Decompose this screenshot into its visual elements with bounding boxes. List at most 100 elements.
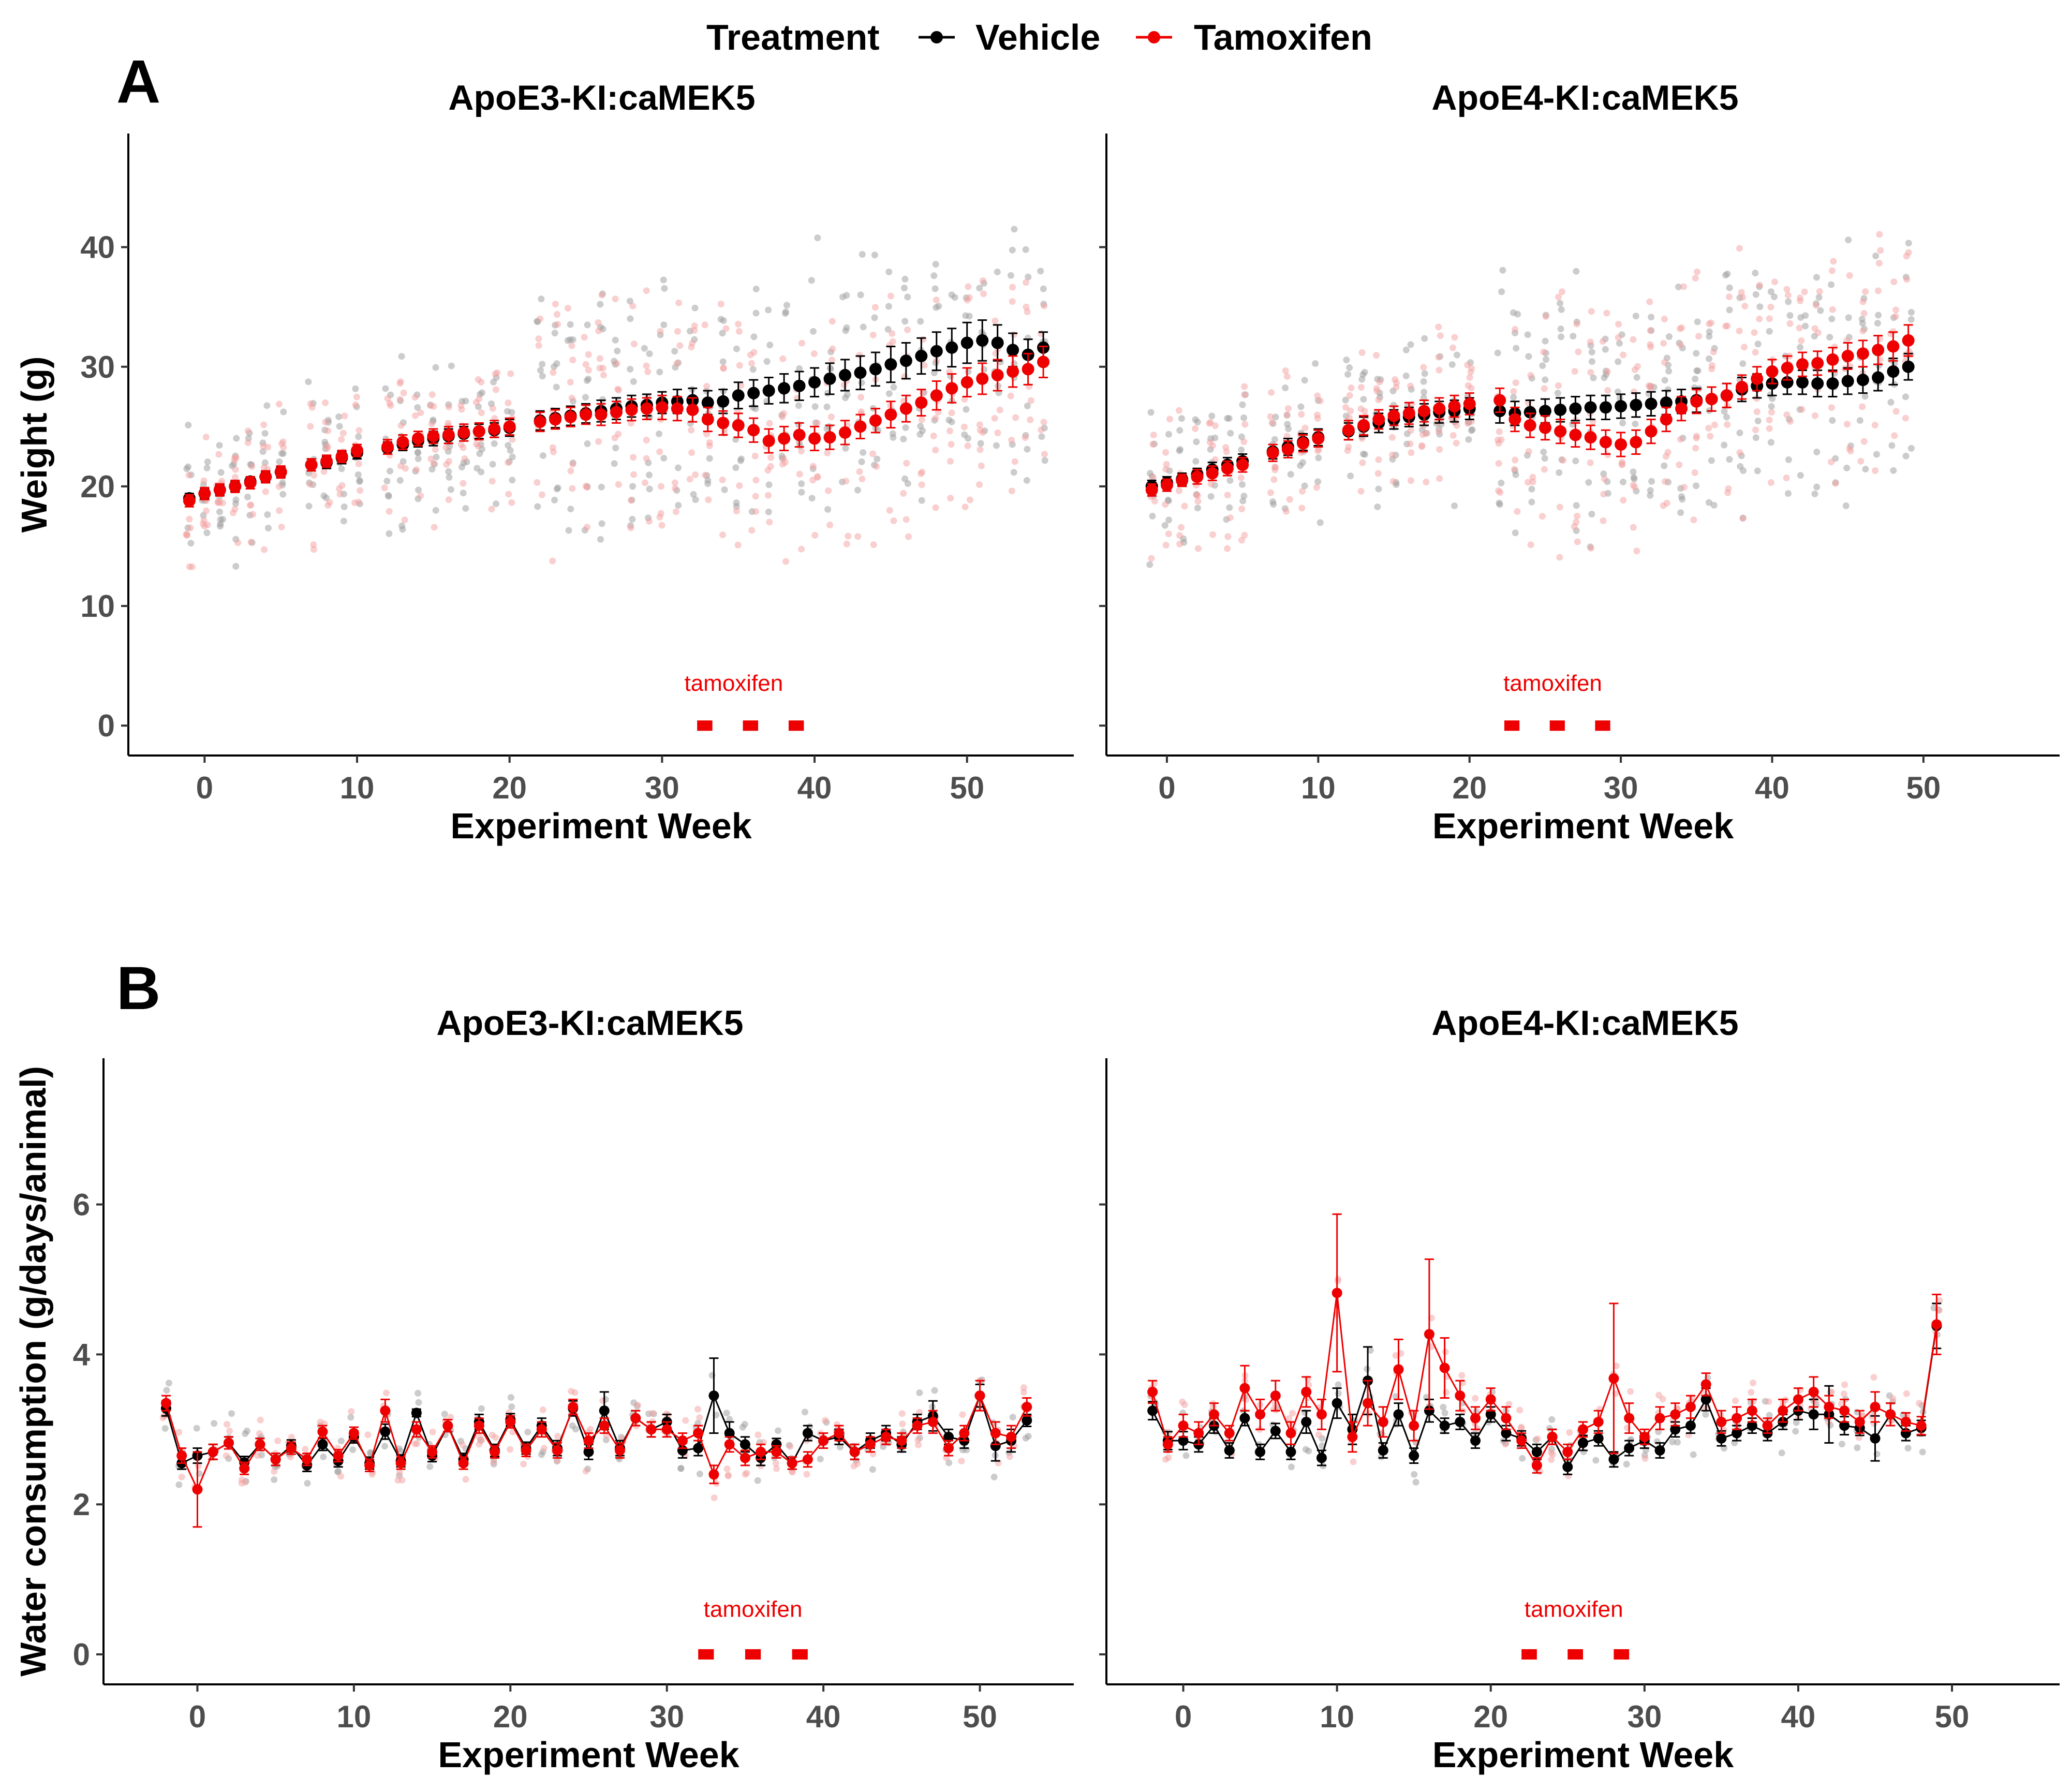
individual-point <box>798 545 805 553</box>
individual-point <box>1151 497 1158 505</box>
mean-point <box>976 334 989 347</box>
individual-point <box>397 422 405 429</box>
individual-point <box>304 1479 311 1487</box>
individual-point <box>890 517 897 524</box>
individual-point <box>427 455 435 463</box>
individual-point <box>1648 478 1655 485</box>
individual-point <box>505 442 512 449</box>
mean-point <box>488 422 501 435</box>
individual-point <box>627 315 634 322</box>
individual-point <box>1601 475 1608 482</box>
individual-point <box>993 442 1000 449</box>
mean-point <box>505 1416 516 1427</box>
individual-point <box>671 479 678 486</box>
individual-point <box>552 301 559 308</box>
individual-point <box>933 297 940 304</box>
individual-point <box>901 318 909 325</box>
individual-point <box>629 483 636 490</box>
individual-point <box>216 442 223 449</box>
mean-point <box>1839 1405 1850 1416</box>
individual-point <box>630 471 637 478</box>
individual-point <box>596 355 603 362</box>
individual-point <box>810 350 818 358</box>
individual-point <box>584 321 591 329</box>
mean-point <box>1266 447 1279 460</box>
individual-point <box>1859 328 1867 335</box>
individual-point <box>1630 524 1637 531</box>
individual-point <box>569 461 576 468</box>
individual-point <box>1669 1439 1676 1446</box>
mean-point <box>945 382 958 395</box>
mean-point <box>317 1439 328 1450</box>
individual-point <box>1740 467 1747 475</box>
individual-point <box>857 291 864 299</box>
mean-point <box>595 408 608 421</box>
mean-point <box>1455 1390 1466 1401</box>
individual-point <box>287 1454 294 1461</box>
individual-point <box>1209 531 1217 538</box>
individual-point <box>1238 537 1246 544</box>
individual-point <box>261 430 269 437</box>
individual-point <box>827 413 835 421</box>
x-tick-label: 0 <box>196 771 213 805</box>
individual-point <box>1903 1390 1910 1397</box>
individual-point <box>1846 272 1853 279</box>
x-tick-label: 40 <box>1781 1699 1816 1734</box>
individual-point <box>1615 334 1622 341</box>
individual-point <box>1741 344 1748 351</box>
individual-point <box>643 362 650 369</box>
individual-point <box>1335 1390 1342 1397</box>
mean-point <box>1700 1394 1711 1405</box>
individual-point <box>540 1445 548 1452</box>
individual-point <box>216 523 224 530</box>
individual-point <box>1541 385 1548 392</box>
mean-point <box>1221 462 1234 475</box>
individual-point <box>1148 555 1155 562</box>
mean-point <box>661 1424 672 1435</box>
individual-point <box>1528 485 1535 493</box>
individual-point <box>1407 440 1414 448</box>
mean-point <box>583 1435 594 1446</box>
individual-point <box>462 397 469 405</box>
individual-point <box>507 1446 514 1453</box>
individual-point <box>1510 394 1517 401</box>
individual-point <box>599 364 606 372</box>
individual-point <box>976 421 983 428</box>
individual-point <box>203 529 211 537</box>
individual-point <box>722 325 730 332</box>
mean-point <box>536 1424 547 1435</box>
mean-point <box>823 372 836 385</box>
individual-point <box>1510 388 1517 395</box>
individual-point <box>582 361 589 368</box>
individual-point <box>1527 541 1534 549</box>
individual-point <box>1495 460 1502 467</box>
individual-point <box>1666 333 1673 340</box>
individual-point <box>1527 372 1534 379</box>
mean-point <box>724 1428 735 1439</box>
mean-point <box>320 455 333 468</box>
individual-point <box>431 524 438 531</box>
individual-point <box>842 445 849 452</box>
mean-point <box>244 476 257 489</box>
individual-point <box>351 499 358 507</box>
individual-point <box>1739 360 1747 367</box>
mean-point <box>1931 1319 1942 1330</box>
individual-point <box>1557 300 1564 307</box>
mean-point <box>1178 1420 1189 1431</box>
individual-point <box>1224 545 1231 552</box>
mean-point <box>717 417 730 430</box>
individual-point <box>1440 1403 1447 1411</box>
x-tick-label: 50 <box>963 1699 997 1734</box>
individual-point <box>692 471 699 479</box>
individual-point <box>597 301 604 308</box>
individual-point <box>1301 377 1308 384</box>
mean-point <box>1160 479 1173 492</box>
individual-point <box>320 468 328 475</box>
individual-point <box>991 414 998 422</box>
mean-point <box>732 389 745 402</box>
individual-point <box>1693 435 1700 442</box>
mean-point <box>1485 1409 1496 1420</box>
mean-point <box>739 1453 750 1463</box>
mean-point <box>1902 334 1915 347</box>
individual-point <box>1393 379 1400 387</box>
